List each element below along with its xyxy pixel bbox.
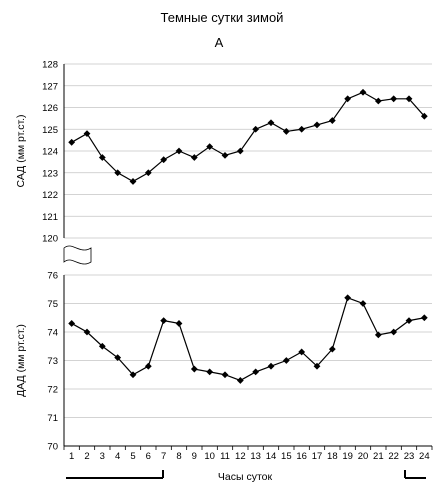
data-point xyxy=(160,317,168,324)
x-tick-label: 13 xyxy=(250,451,261,462)
data-point xyxy=(405,95,413,103)
data-point xyxy=(359,88,367,96)
y-tick-label: 72 xyxy=(47,385,58,396)
data-point xyxy=(221,371,229,379)
data-point xyxy=(282,128,290,135)
y-tick-label: 73 xyxy=(47,356,58,367)
x-tick-label: 3 xyxy=(100,451,105,462)
x-tick-label: 11 xyxy=(220,451,230,462)
data-point xyxy=(114,169,122,177)
data-point xyxy=(252,368,260,376)
x-tick-label: 21 xyxy=(373,451,384,462)
data-point xyxy=(114,354,122,362)
data-point xyxy=(129,178,137,185)
x-tick-label: 14 xyxy=(266,451,277,462)
x-tick-label: 9 xyxy=(192,451,197,462)
x-tick-label: 1 xyxy=(69,451,74,462)
y-tick-label: 123 xyxy=(42,168,58,179)
y-tick-label: 120 xyxy=(42,234,58,245)
y-tick-label: 124 xyxy=(42,147,58,158)
y-tick-label: 75 xyxy=(47,299,58,310)
data-point xyxy=(267,119,275,127)
data-point xyxy=(221,151,229,159)
y-tick-label: 127 xyxy=(42,81,58,92)
data-point xyxy=(160,156,168,164)
data-point xyxy=(206,143,214,151)
series-line xyxy=(71,91,425,183)
data-point xyxy=(83,130,91,137)
x-tick-label: 12 xyxy=(235,451,246,462)
data-point xyxy=(83,328,91,336)
y-tick-label: 122 xyxy=(42,190,58,201)
data-point xyxy=(68,138,76,146)
data-point xyxy=(344,95,352,103)
data-point xyxy=(390,95,398,103)
y-tick-label: 76 xyxy=(47,271,58,282)
data-point xyxy=(328,345,336,353)
data-point xyxy=(328,117,336,124)
x-tick-label: 24 xyxy=(419,451,430,462)
data-point xyxy=(282,357,290,364)
panel-label: А xyxy=(215,35,224,50)
data-point xyxy=(68,320,76,327)
data-point xyxy=(175,320,183,327)
data-point xyxy=(420,314,428,322)
y-tick-label: 71 xyxy=(47,413,58,424)
data-point xyxy=(359,300,367,307)
x-tick-label: 22 xyxy=(388,451,399,462)
data-point xyxy=(98,342,106,350)
x-tick-label: 18 xyxy=(327,451,338,462)
x-tick-label: 5 xyxy=(130,451,135,462)
data-point xyxy=(420,112,428,120)
x-tick-label: 20 xyxy=(358,451,369,462)
data-point xyxy=(144,362,152,370)
x-tick-label: 23 xyxy=(404,451,415,462)
x-tick-label: 6 xyxy=(146,451,151,462)
data-point xyxy=(252,125,260,133)
x-tick-label: 19 xyxy=(342,451,353,462)
data-point xyxy=(313,121,321,129)
data-point xyxy=(298,348,306,356)
data-point xyxy=(190,154,198,161)
data-point xyxy=(313,362,321,370)
y-axis-label: САД (мм рт.ст.) xyxy=(15,114,27,187)
data-point xyxy=(374,97,382,105)
x-tick-label: 15 xyxy=(281,451,292,462)
data-point xyxy=(236,377,244,384)
x-tick-label: 17 xyxy=(312,451,323,462)
data-point xyxy=(98,154,106,161)
top-panel: 120 121 122 123 124 125 126 127 128 САД (мм рт.ст… xyxy=(15,60,432,245)
data-point xyxy=(374,331,382,339)
x-tick-label: 10 xyxy=(204,451,215,462)
data-point xyxy=(190,365,198,373)
data-point xyxy=(175,147,183,155)
series-line xyxy=(71,297,425,382)
data-point xyxy=(390,328,398,336)
x-tick-label: 16 xyxy=(296,451,307,462)
data-point xyxy=(236,147,244,155)
y-tick-label: 128 xyxy=(42,60,58,71)
data-point xyxy=(144,169,152,177)
data-point xyxy=(344,294,352,302)
chart-title: Темные сутки зимой xyxy=(161,10,284,25)
data-point xyxy=(298,125,306,133)
y-tick-label: 70 xyxy=(47,442,58,453)
y-tick-label: 121 xyxy=(42,212,58,223)
x-tick-label: 7 xyxy=(161,451,166,462)
y-tick-label: 126 xyxy=(42,103,58,114)
y-axis-label: ДАД (мм рт.ст.) xyxy=(15,324,27,397)
axis-break-symbol xyxy=(63,245,92,265)
y-tick-label: 125 xyxy=(42,125,58,136)
data-point xyxy=(405,317,413,324)
x-axis-label: Часы суток xyxy=(218,471,273,483)
x-tick-label: 2 xyxy=(84,451,89,462)
data-point xyxy=(206,368,214,376)
data-point xyxy=(129,371,137,379)
y-tick-label: 74 xyxy=(47,328,58,339)
x-tick-label: 8 xyxy=(176,451,181,462)
x-tick-label: 4 xyxy=(115,451,120,462)
data-point xyxy=(267,362,275,370)
